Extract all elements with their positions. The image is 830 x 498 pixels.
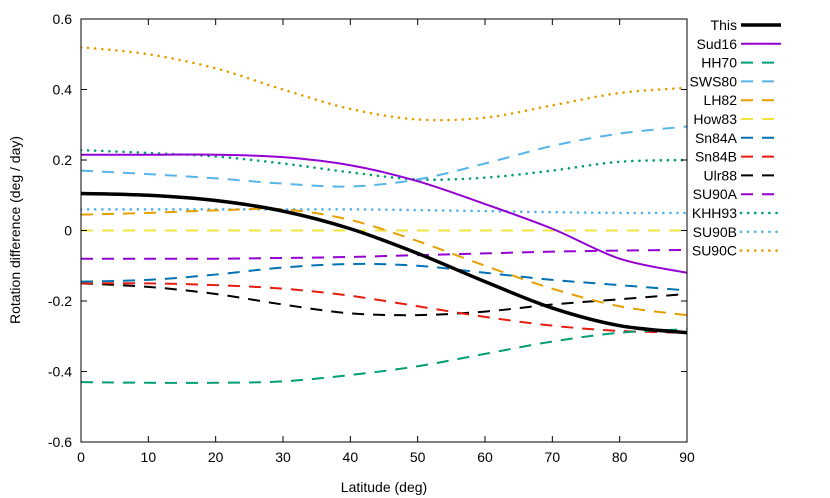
x-tick-label: 90 [679, 449, 695, 465]
y-tick-label: -0.2 [48, 293, 72, 309]
x-tick-label: 0 [77, 449, 85, 465]
series-line-khh93 [81, 148, 687, 181]
y-tick-label: 0.2 [53, 152, 73, 168]
series-line-ulr88 [81, 282, 687, 317]
x-axis-title: Latitude (deg) [341, 479, 427, 495]
legend-label-this: This [711, 17, 737, 33]
series-line-sud16 [81, 153, 687, 274]
series-line-sn84b [81, 282, 687, 334]
legend-label-ulr88: Ulr88 [704, 167, 738, 183]
x-tick-label: 40 [343, 449, 359, 465]
y-tick-label: -0.6 [48, 434, 72, 450]
series-line-su90b [81, 207, 687, 215]
legend-label-sud16: Sud16 [697, 36, 738, 52]
y-tick-label: -0.4 [48, 364, 72, 380]
x-tick-label: 10 [141, 449, 157, 465]
legend-label-su90b: SU90B [693, 224, 737, 240]
x-tick-label: 70 [545, 449, 561, 465]
x-tick-label: 30 [275, 449, 291, 465]
legend-label-su90c: SU90C [692, 243, 737, 259]
legend-label-sws80: SWS80 [690, 73, 738, 89]
legend: This Sud16 HH70 SWS80 LH82 How83 Sn84A Sn84B Ulr… [690, 17, 783, 259]
y-tick-label: 0.4 [53, 82, 73, 98]
series-line-su90a [81, 248, 687, 260]
y-tick-label: 0 [64, 223, 72, 239]
x-tick-label: 20 [208, 449, 224, 465]
x-tick-label: 50 [410, 449, 426, 465]
legend-label-sn84a: Sn84A [695, 130, 738, 146]
series-line-sws80 [81, 125, 687, 188]
series-line-su90c [81, 45, 687, 122]
y-axis: -0.6 -0.4 -0.2 0 0.2 0.4 0.6 [48, 11, 687, 450]
legend-label-how83: How83 [693, 111, 737, 127]
x-axis: 0 10 20 30 40 50 60 70 80 90 [77, 19, 695, 465]
x-tick-label: 80 [612, 449, 628, 465]
series-line-sn84a [81, 262, 687, 292]
legend-label-sn84b: Sn84B [695, 149, 737, 165]
series-line-hh70 [81, 328, 687, 384]
legend-label-lh82: LH82 [704, 92, 738, 108]
y-tick-label: 0.6 [53, 11, 73, 27]
series-layer [81, 45, 687, 384]
legend-label-hh70: HH70 [701, 55, 737, 71]
x-tick-label: 60 [477, 449, 493, 465]
y-axis-title: Rotation difference (deg / day) [7, 136, 23, 324]
series-line-lh82 [81, 207, 687, 317]
legend-label-khh93: KHH93 [692, 205, 737, 221]
legend-label-su90a: SU90A [693, 186, 738, 202]
series-line-this [81, 191, 687, 335]
